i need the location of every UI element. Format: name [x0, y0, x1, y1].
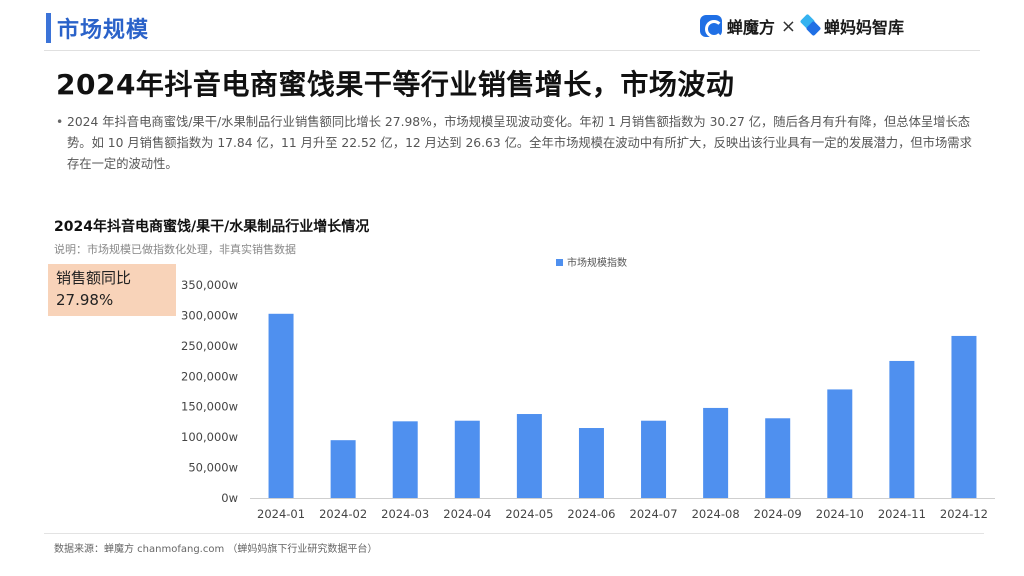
x-tick-label: 2024-07 [630, 507, 678, 521]
bar-2024-09 [765, 418, 791, 498]
x-tick-label: 2024-06 [567, 507, 615, 521]
bar-2024-02 [330, 440, 356, 498]
x-tick-label: 2024-08 [692, 507, 740, 521]
x-tick-label: 2024-12 [940, 507, 988, 521]
brand-logos: 蝉魔方 × 蝉妈妈智库 [699, 13, 904, 38]
x-tick-label: 2024-05 [505, 507, 553, 521]
x-tick-label: 2024-11 [878, 507, 926, 521]
bar-2024-06 [578, 428, 604, 498]
chart-subtitle: 说明：市场规模已做指数化处理，非真实销售数据 [54, 243, 296, 256]
bar-2024-11 [889, 360, 915, 498]
y-tick-label: 0w [221, 491, 238, 505]
data-source: 数据来源：蝉魔方 chanmofang.com （蝉妈妈旗下行业研究数据平台） [54, 544, 378, 555]
yoy-growth-badge: 销售额同比 27.98% [48, 264, 176, 316]
page-title: 2024年抖音电商蜜饯果干等行业销售增长，市场波动 [56, 68, 735, 101]
x-axis: 2024-01 2024-02 2024-03 2024-04 2024-05 2024-… [250, 498, 995, 521]
x-tick-label: 2024-04 [443, 507, 491, 521]
x-tick-label: 2024-10 [816, 507, 864, 521]
badge-label: 销售额同比 [56, 269, 132, 287]
bar-2024-08 [703, 407, 729, 498]
y-tick-label: 250,000w [181, 339, 238, 353]
bar-chart: 市场规模指数 0w 50,000w 100,000w 150,000w 200,000w… [181, 256, 995, 521]
x-tick-label: 2024-03 [381, 507, 429, 521]
legend-swatch [556, 259, 563, 266]
bar-2024-01 [268, 313, 294, 498]
y-tick-label: 300,000w [181, 308, 238, 322]
badge-value: 27.98% [56, 291, 114, 309]
bar-2024-07 [641, 420, 667, 498]
x-tick-label: 2024-01 [257, 507, 305, 521]
section-title: 市场规模 [57, 18, 150, 43]
chanmama-logo-icon [799, 13, 822, 37]
chart-title: 2024年抖音电商蜜饯/果干/水果制品行业增长情况 [54, 219, 370, 235]
bar-2024-10 [827, 389, 853, 498]
y-tick-label: 150,000w [181, 400, 238, 414]
y-tick-label: 50,000w [188, 461, 238, 475]
bar-2024-04 [454, 420, 480, 498]
bar-2024-05 [516, 414, 542, 498]
section-accent-bar [46, 13, 51, 43]
legend-label: 市场规模指数 [567, 256, 627, 269]
brand-left-name: 蝉魔方 [726, 18, 775, 37]
y-axis: 0w 50,000w 100,000w 150,000w 200,000w 250,000… [181, 278, 238, 505]
footer-divider [44, 533, 984, 534]
x-tick-label: 2024-09 [754, 507, 802, 521]
bar-2024-12 [951, 335, 977, 498]
x-tick-label: 2024-02 [319, 507, 367, 521]
header-divider [44, 50, 980, 51]
chanmofang-logo-icon [699, 15, 723, 38]
y-tick-label: 100,000w [181, 430, 238, 444]
brand-right-name: 蝉妈妈智库 [823, 18, 904, 37]
y-tick-label: 350,000w [181, 278, 238, 292]
y-tick-label: 200,000w [181, 369, 238, 383]
description-bullet: 2024 年抖音电商蜜饯/果干/水果制品行业销售额同比增长 27.98%，市场规… [56, 112, 982, 175]
bar-2024-03 [392, 421, 418, 498]
brand-separator: × [780, 15, 796, 37]
chart-legend: 市场规模指数 [556, 256, 627, 269]
bar-series [268, 313, 977, 498]
section-header: 市场规模 [46, 12, 149, 44]
